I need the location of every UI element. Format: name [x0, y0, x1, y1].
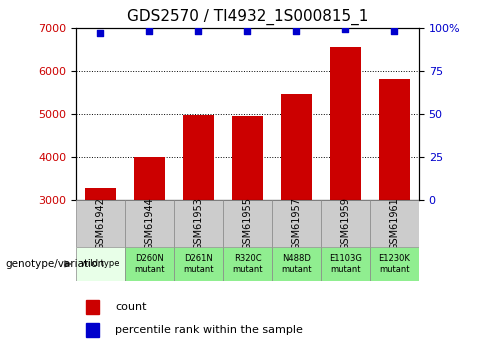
Bar — [182, 115, 215, 200]
Text: wild type: wild type — [81, 259, 120, 268]
Bar — [86, 323, 98, 337]
Bar — [223, 200, 272, 247]
Bar — [321, 247, 370, 281]
Text: D260N
mutant: D260N mutant — [134, 254, 165, 274]
Text: percentile rank within the sample: percentile rank within the sample — [116, 325, 303, 335]
Bar — [330, 47, 362, 200]
Bar — [281, 95, 313, 200]
Bar — [76, 247, 125, 281]
Text: count: count — [116, 302, 147, 312]
Point — [244, 28, 251, 34]
Bar — [76, 200, 125, 247]
Bar — [125, 247, 174, 281]
Bar — [272, 200, 321, 247]
Text: genotype/variation: genotype/variation — [5, 259, 104, 269]
Text: N488D
mutant: N488D mutant — [281, 254, 312, 274]
Bar — [133, 157, 166, 200]
Bar — [379, 79, 411, 200]
Text: D261N
mutant: D261N mutant — [183, 254, 214, 274]
Text: GSM61942: GSM61942 — [96, 197, 105, 250]
Title: GDS2570 / TI4932_1S000815_1: GDS2570 / TI4932_1S000815_1 — [127, 9, 368, 25]
Bar — [370, 247, 419, 281]
Point — [391, 28, 398, 34]
Text: GSM61955: GSM61955 — [243, 197, 252, 250]
Point — [97, 30, 104, 36]
Text: GSM61959: GSM61959 — [341, 197, 350, 250]
Bar — [174, 200, 223, 247]
Text: GSM61961: GSM61961 — [390, 197, 399, 250]
Point — [195, 28, 202, 34]
Text: GSM61944: GSM61944 — [145, 197, 154, 250]
Bar — [232, 116, 264, 200]
Bar — [370, 200, 419, 247]
Text: GSM61953: GSM61953 — [194, 197, 203, 250]
Bar — [174, 247, 223, 281]
Text: R320C
mutant: R320C mutant — [232, 254, 263, 274]
Text: E1230K
mutant: E1230K mutant — [378, 254, 411, 274]
Text: E1103G
mutant: E1103G mutant — [329, 254, 362, 274]
Bar — [125, 200, 174, 247]
Point — [293, 28, 300, 34]
Text: GSM61957: GSM61957 — [292, 197, 301, 250]
Point — [342, 27, 349, 32]
Bar — [321, 200, 370, 247]
Bar — [84, 188, 117, 200]
Bar — [223, 247, 272, 281]
Bar — [272, 247, 321, 281]
Bar — [86, 300, 98, 314]
Point — [146, 28, 153, 34]
